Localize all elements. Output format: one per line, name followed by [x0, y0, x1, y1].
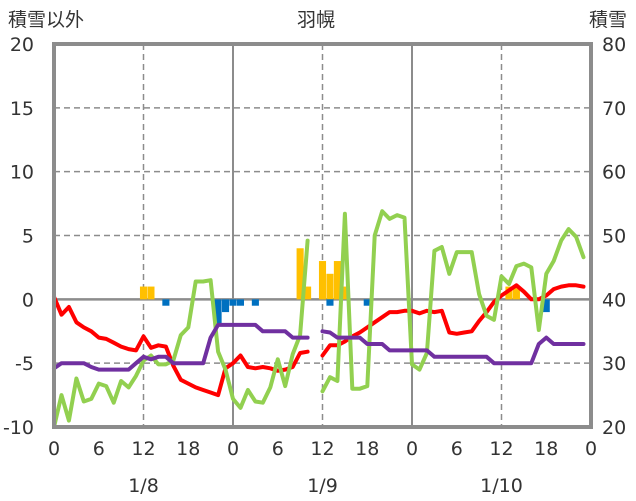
- bar: [162, 299, 170, 306]
- bar: [229, 299, 237, 306]
- series-line: [52, 238, 310, 429]
- bar: [318, 261, 327, 300]
- x-tick-label: 6: [451, 438, 463, 460]
- y-left-tick-label: 15: [10, 98, 34, 120]
- date-label: 1/9: [307, 475, 338, 497]
- y-left-tick-label: -5: [15, 353, 34, 375]
- y-right-tick-label: 30: [602, 353, 626, 375]
- y-left-tick-label: -10: [3, 417, 34, 439]
- chart-title: 羽幌: [297, 9, 336, 31]
- bar: [542, 299, 550, 313]
- date-label: 1/8: [128, 475, 159, 497]
- bar: [505, 286, 513, 300]
- x-tick-label: 0: [585, 438, 597, 460]
- x-tick-label: 0: [406, 438, 418, 460]
- x-tick-label: 0: [227, 438, 239, 460]
- y-left-tick-label: 10: [10, 162, 34, 184]
- series-line: [52, 294, 310, 398]
- y-right-tick-label: 80: [602, 34, 626, 56]
- series-line: [52, 322, 310, 372]
- x-tick-label: 18: [176, 438, 200, 460]
- bar: [341, 286, 349, 300]
- bar: [147, 286, 155, 300]
- y-right-tick-label: 20: [602, 417, 626, 439]
- y-left-tick-label: 5: [22, 226, 34, 248]
- bar: [304, 286, 312, 300]
- bar: [139, 286, 148, 300]
- bar: [251, 299, 259, 306]
- y-right-tick-label: 60: [602, 162, 626, 184]
- right-axis-label: 積雪: [589, 9, 628, 31]
- y-left-tick-label: 0: [22, 289, 34, 311]
- bar: [363, 299, 371, 306]
- left-axis-label: 積雪以外: [8, 9, 85, 31]
- series-line: [320, 283, 586, 358]
- x-tick-label: 6: [93, 438, 105, 460]
- x-tick-label: 12: [489, 438, 513, 460]
- series-line: [320, 329, 586, 366]
- x-tick-label: 18: [534, 438, 558, 460]
- bar: [326, 273, 334, 300]
- series-line: [320, 209, 586, 394]
- y-right-tick-label: 50: [602, 226, 626, 248]
- bar: [236, 299, 245, 306]
- bar: [214, 299, 222, 325]
- plot-frame: [52, 42, 593, 429]
- bar: [296, 248, 304, 300]
- date-label: 1/10: [480, 475, 523, 497]
- bar: [333, 261, 341, 300]
- y-left-tick-label: 20: [10, 34, 34, 56]
- bar: [512, 286, 520, 300]
- bar: [326, 299, 334, 306]
- x-tick-label: 0: [48, 438, 60, 460]
- x-tick-label: 18: [355, 438, 379, 460]
- x-tick-label: 12: [310, 438, 334, 460]
- x-tick-label: 6: [272, 438, 284, 460]
- bar: [221, 299, 230, 313]
- y-right-tick-label: 40: [602, 289, 626, 311]
- x-tick-label: 12: [131, 438, 155, 460]
- y-right-tick-label: 70: [602, 98, 626, 120]
